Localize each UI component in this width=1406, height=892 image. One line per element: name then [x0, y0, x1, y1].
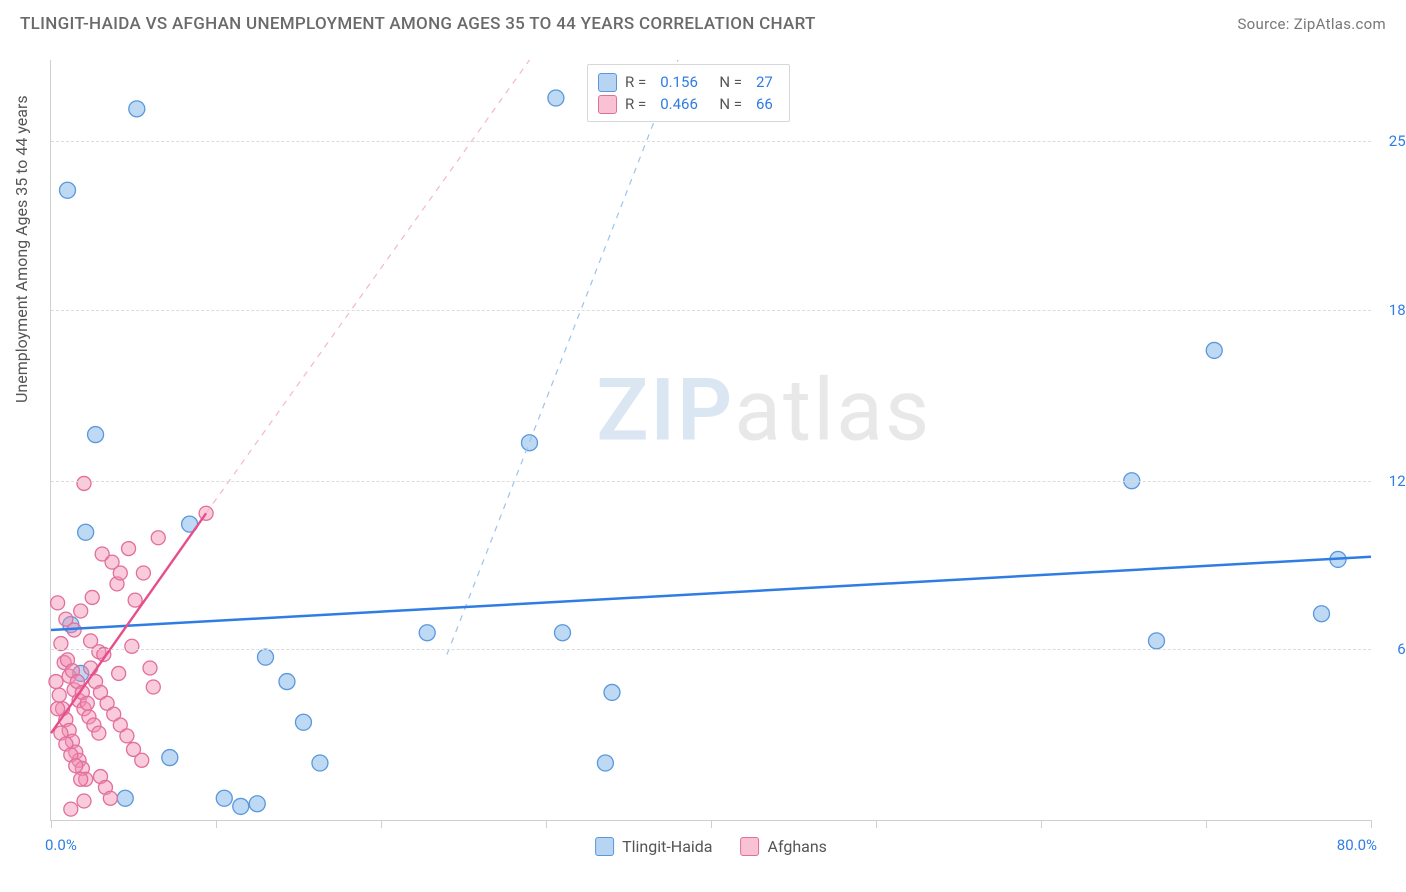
chart-title: TLINGIT-HAIDA VS AFGHAN UNEMPLOYMENT AMO…: [20, 14, 816, 34]
x-tick: [1041, 820, 1042, 828]
data-point: [419, 625, 435, 641]
data-point: [74, 604, 88, 618]
x-tick: [1206, 820, 1207, 828]
x-tick: [216, 820, 217, 828]
stat-legend: R = 0.156 N = 27 R = 0.466 N = 66: [587, 64, 790, 122]
data-point: [136, 566, 150, 580]
data-point: [604, 684, 620, 700]
data-point: [77, 794, 91, 808]
gridline: [51, 649, 1371, 650]
data-point: [597, 755, 613, 771]
legend-swatch: [598, 95, 617, 114]
data-point: [129, 101, 145, 117]
trend-line: [51, 557, 1371, 630]
x-axis-max-label: 80.0%: [1337, 836, 1377, 854]
data-point: [52, 688, 66, 702]
stat-row: R = 0.156 N = 27: [598, 71, 779, 93]
data-point: [77, 476, 91, 490]
y-axis-label: Unemployment Among Ages 35 to 44 years: [12, 95, 31, 403]
data-point: [1206, 342, 1222, 358]
chart-container: Unemployment Among Ages 35 to 44 years Z…: [20, 48, 1386, 878]
data-point: [92, 726, 106, 740]
data-point: [69, 759, 83, 773]
x-tick: [51, 820, 52, 828]
y-tick-label: 18.8%: [1389, 301, 1406, 319]
data-point: [117, 790, 133, 806]
legend-item: Afghans: [741, 837, 827, 856]
legend-label: Afghans: [768, 837, 827, 856]
stat-n-label: N =: [712, 73, 742, 91]
data-point: [279, 674, 295, 690]
data-point: [51, 596, 65, 610]
x-tick: [1371, 820, 1372, 828]
data-point: [135, 753, 149, 767]
data-point: [51, 702, 65, 716]
data-point: [312, 755, 328, 771]
data-point: [122, 542, 136, 556]
stat-n-value: 27: [756, 73, 773, 91]
trend-line: [206, 60, 529, 513]
gridline: [51, 481, 1371, 482]
x-tick: [711, 820, 712, 828]
data-point: [88, 427, 104, 443]
data-point: [78, 524, 94, 540]
legend-swatch: [595, 837, 614, 856]
data-point: [555, 625, 571, 641]
data-point: [1314, 606, 1330, 622]
data-point: [64, 802, 78, 816]
x-tick: [381, 820, 382, 828]
data-point: [60, 182, 76, 198]
x-tick: [546, 820, 547, 828]
legend-swatch: [598, 73, 617, 92]
data-point: [249, 796, 265, 812]
legend-item: Tlingit-Haida: [595, 837, 712, 856]
trend-line: [447, 60, 678, 654]
data-point: [258, 649, 274, 665]
plot-svg: [51, 60, 1371, 820]
data-point: [233, 798, 249, 814]
series-legend: Tlingit-Haida Afghans: [595, 837, 827, 856]
gridline: [51, 310, 1371, 311]
stat-r-label: R =: [625, 73, 646, 91]
stat-r-label: R =: [625, 95, 646, 113]
data-point: [84, 634, 98, 648]
data-point: [95, 547, 109, 561]
data-point: [125, 639, 139, 653]
data-point: [113, 566, 127, 580]
plot-area: ZIPatlas R =0.156 N =27R =0.466 N =66 0.…: [50, 60, 1371, 821]
y-tick-label: 6.3%: [1397, 640, 1406, 658]
legend-swatch: [741, 837, 760, 856]
data-point: [1149, 633, 1165, 649]
data-point: [49, 675, 63, 689]
gridline: [51, 141, 1371, 142]
data-point: [146, 680, 160, 694]
data-point: [143, 661, 157, 675]
data-point: [85, 590, 99, 604]
data-point: [74, 772, 88, 786]
stat-r-value: 0.466: [660, 95, 698, 113]
data-point: [522, 435, 538, 451]
y-tick-label: 25.0%: [1389, 132, 1406, 150]
data-point: [103, 791, 117, 805]
y-tick-label: 12.5%: [1389, 472, 1406, 490]
data-point: [80, 696, 94, 710]
data-point: [216, 790, 232, 806]
source-label: Source: ZipAtlas.com: [1237, 15, 1386, 33]
data-point: [151, 531, 165, 545]
data-point: [548, 90, 564, 106]
legend-label: Tlingit-Haida: [622, 837, 712, 856]
title-bar: TLINGIT-HAIDA VS AFGHAN UNEMPLOYMENT AMO…: [20, 14, 1386, 34]
data-point: [295, 714, 311, 730]
x-axis-min-label: 0.0%: [45, 836, 77, 854]
data-point: [112, 666, 126, 680]
stat-n-label: N =: [712, 95, 742, 113]
stat-row: R = 0.466 N = 66: [598, 93, 779, 115]
stat-r-value: 0.156: [660, 73, 698, 91]
stat-n-value: 66: [756, 95, 773, 113]
data-point: [162, 750, 178, 766]
x-tick: [876, 820, 877, 828]
data-point: [120, 729, 134, 743]
